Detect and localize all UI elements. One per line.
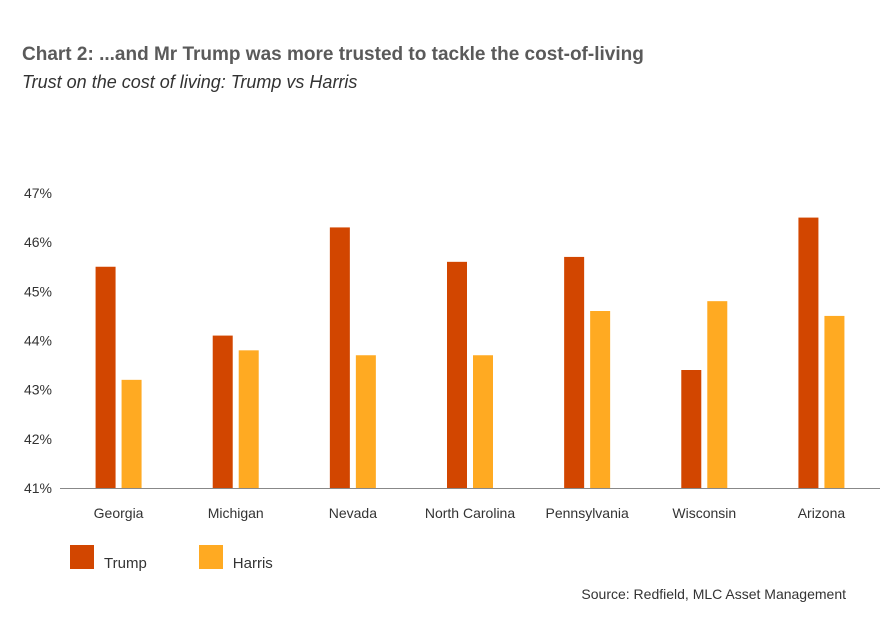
chart-title: Chart 2: ...and Mr Trump was more truste… xyxy=(22,44,644,65)
bar-trump-pennsylvania xyxy=(564,256,585,488)
bar-harris-arizona xyxy=(824,315,845,488)
source-note: Source: Redfield, MLC Asset Management xyxy=(581,586,846,602)
bar-harris-michigan xyxy=(238,350,259,488)
bar-trump-wisconsin xyxy=(681,370,702,488)
x-tick-label: Georgia xyxy=(94,505,144,521)
legend-label-harris: Harris xyxy=(232,555,273,572)
y-tick-label: 42% xyxy=(24,431,52,447)
y-tick-label: 47% xyxy=(24,185,52,201)
bar-chart: 41% 42% 43% 44% 45% 46% 47% Georgia Michigan Nev… xyxy=(24,185,880,521)
x-axis: Georgia Michigan Nevada North Carolina Penns… xyxy=(60,488,880,521)
legend-item-harris: Harris xyxy=(198,545,273,572)
legend-label-trump: Trump xyxy=(104,555,147,572)
bar-trump-georgia xyxy=(95,266,116,488)
x-tick-label: North Carolina xyxy=(425,505,515,521)
bar-trump-arizona xyxy=(798,217,819,489)
bar-trump-michigan xyxy=(212,335,233,488)
bar-harris-nevada xyxy=(355,355,376,488)
legend-swatch-trump xyxy=(70,545,94,569)
y-axis: 41% 42% 43% 44% 45% 46% 47% xyxy=(24,185,52,496)
legend-swatch-harris xyxy=(198,545,223,569)
x-tick-label: Wisconsin xyxy=(672,505,736,521)
x-tick-label: Pennsylvania xyxy=(546,505,629,521)
x-tick-label: Arizona xyxy=(798,505,846,521)
bar-trump-north-carolina xyxy=(447,261,467,488)
y-tick-label: 43% xyxy=(24,382,52,398)
legend: Trump Harris xyxy=(70,545,273,572)
bar-harris-pennsylvania xyxy=(590,311,611,488)
bar-harris-georgia xyxy=(121,379,142,488)
y-tick-label: 46% xyxy=(24,234,52,250)
legend-item-trump: Trump xyxy=(70,545,147,572)
y-tick-label: 44% xyxy=(24,333,52,349)
bar-harris-wisconsin xyxy=(707,301,728,488)
chart-subtitle: Trust on the cost of living: Trump vs Ha… xyxy=(22,72,358,92)
y-tick-label: 45% xyxy=(24,283,52,299)
bar-harris-north-carolina xyxy=(473,355,493,488)
bar-trump-nevada xyxy=(329,227,350,488)
y-tick-label: 41% xyxy=(24,480,52,496)
x-tick-label: Michigan xyxy=(208,505,264,521)
x-tick-label: Nevada xyxy=(329,505,377,521)
bars xyxy=(95,217,845,489)
